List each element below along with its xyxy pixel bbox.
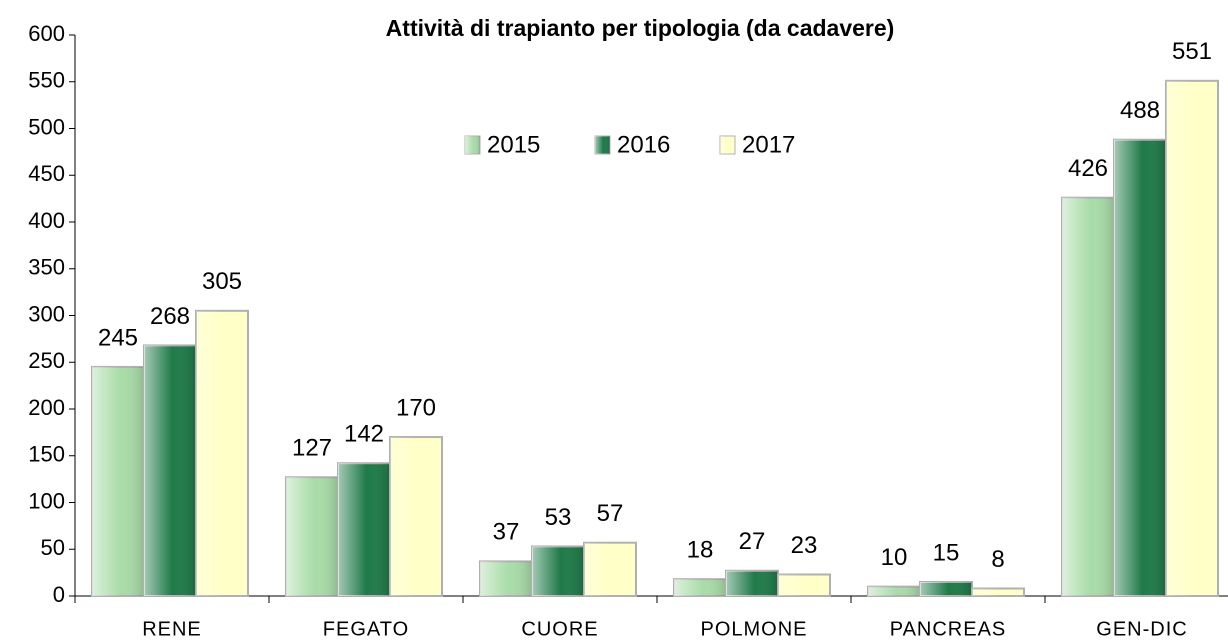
value-label: 551	[1172, 38, 1212, 65]
y-tick-label: 250	[28, 348, 65, 373]
bar	[531, 545, 585, 598]
bar	[971, 587, 1025, 598]
legend-label: 2015	[487, 131, 540, 158]
x-tick-label: FEGATO	[323, 618, 409, 640]
legend-label: 2016	[617, 131, 670, 158]
y-tick-label: 100	[28, 488, 65, 513]
chart-title: Attività di trapianto per tipologia (da …	[386, 15, 895, 41]
value-label: 245	[98, 324, 138, 351]
value-label: 142	[344, 421, 384, 448]
bar	[777, 573, 831, 597]
bar	[143, 344, 197, 598]
bar	[673, 578, 727, 597]
bar	[337, 462, 391, 598]
bar	[1061, 196, 1115, 597]
y-tick-label: 0	[53, 582, 65, 607]
bar	[867, 585, 921, 598]
y-tick-label: 500	[28, 114, 65, 139]
x-tick-label: POLMONE	[700, 618, 807, 640]
y-tick-label: 200	[28, 395, 65, 420]
bar	[1113, 138, 1167, 597]
value-label: 37	[493, 519, 520, 546]
bar	[725, 569, 779, 598]
y-tick-label: 600	[28, 21, 65, 46]
value-label: 127	[292, 435, 332, 462]
value-label: 18	[687, 537, 714, 564]
value-label: 170	[396, 394, 436, 421]
y-tick-label: 350	[28, 255, 65, 280]
bar	[1165, 79, 1219, 597]
value-label: 8	[991, 546, 1004, 573]
value-label: 53	[545, 504, 572, 531]
y-tick-label: 300	[28, 301, 65, 326]
bar	[285, 476, 339, 598]
legend-label: 2017	[742, 131, 795, 158]
value-label: 57	[597, 500, 624, 527]
y-tick-label: 400	[28, 208, 65, 233]
bar	[583, 541, 637, 598]
value-label: 426	[1068, 155, 1108, 182]
y-tick-label: 150	[28, 442, 65, 467]
bar	[195, 309, 249, 597]
value-label: 268	[150, 303, 190, 330]
value-label: 488	[1120, 97, 1160, 124]
value-label: 15	[933, 539, 960, 566]
y-tick-label: 450	[28, 161, 65, 186]
x-tick-label: CUORE	[521, 618, 598, 640]
value-label: 305	[202, 268, 242, 295]
x-tick-label: PANCREAS	[890, 618, 1007, 640]
bar	[91, 365, 145, 597]
value-label: 10	[881, 544, 908, 571]
x-tick-label: GEN-DIC	[1096, 618, 1187, 640]
value-label: 23	[791, 532, 818, 559]
bar	[389, 436, 443, 597]
y-tick-label: 550	[28, 68, 65, 93]
bar	[479, 560, 533, 598]
x-tick-label: RENE	[142, 618, 202, 640]
y-tick-label: 50	[41, 535, 65, 560]
bar	[919, 580, 973, 597]
value-label: 27	[739, 528, 766, 555]
